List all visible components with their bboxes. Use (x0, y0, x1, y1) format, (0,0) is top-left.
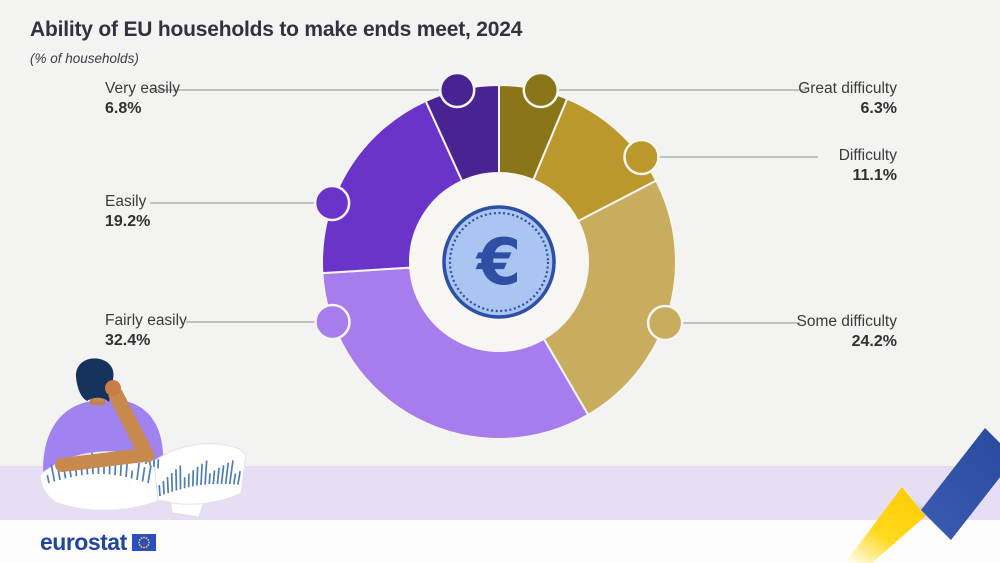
slice-label-value: 24.2% (851, 333, 897, 350)
eu-star (145, 537, 148, 540)
donut-chart: € (150, 71, 818, 440)
slice-label-text: Fairly easily (105, 312, 187, 329)
slice-label-text: Very easily (105, 80, 180, 97)
eu-star (138, 544, 141, 546)
eu-flag-icon (131, 534, 156, 551)
slice-label-value: 6.3% (860, 100, 897, 117)
page-subtitle: (% of households) (30, 51, 139, 66)
eurostat-logo: eurostat (40, 529, 127, 555)
slice-label-text: Great difficulty (798, 80, 897, 97)
slice-label: Easily 19.2% (105, 192, 150, 232)
slice-label-text: Easily (105, 193, 147, 210)
slice-marker-dots (313, 71, 684, 342)
bottom-strip (0, 520, 1000, 563)
eu-star (147, 544, 149, 546)
eu-star (142, 536, 145, 539)
eu-star (140, 545, 143, 548)
slice-label: Some difficulty 24.2% (796, 312, 897, 352)
eu-star (147, 541, 150, 544)
slice-marker-dot (623, 138, 660, 176)
slice-label-value: 6.8% (105, 100, 142, 117)
slice-marker-dot (646, 304, 684, 342)
ribbon-blue-band (921, 428, 1000, 540)
header: Ability of EU households to make ends me… (30, 18, 522, 66)
slice-label: Fairly easily 32.4% (105, 311, 187, 351)
donut-slice (321, 266, 590, 440)
slice-marker-dot (313, 184, 351, 222)
donut-slice (542, 179, 677, 416)
arms (55, 380, 155, 472)
slice-marker-dot (438, 71, 476, 109)
person-reading-newspaper-illustration (39, 358, 247, 518)
hair (75, 358, 114, 402)
eu-star (145, 545, 148, 548)
euro-symbol: € (475, 226, 522, 300)
slice-label-value: 19.2% (105, 213, 151, 230)
slice-marker-dot (522, 71, 560, 109)
slice-label-text: Some difficulty (796, 313, 897, 330)
slice-label-text: Difficulty (838, 147, 897, 164)
eu-star (142, 546, 145, 549)
coin-face (442, 205, 556, 319)
slice-marker-dot (314, 303, 351, 341)
page-title: Ability of EU households to make ends me… (30, 18, 523, 41)
slice-label: Great difficulty 6.3% (798, 79, 897, 119)
leader-lines (150, 89, 818, 324)
eu-star (140, 537, 143, 540)
trend-ribbon-graphic (845, 428, 1000, 563)
eu-star (138, 539, 141, 541)
slice-label: Very easily 6.8% (105, 79, 180, 119)
coin-ridge-ring (448, 211, 550, 313)
slice-label-value: 32.4% (105, 332, 151, 349)
donut-slices (321, 84, 677, 440)
eu-star (147, 539, 149, 541)
slice-label-value: 11.1% (852, 167, 897, 184)
newspaper (39, 443, 247, 518)
ribbon-yellow-band (845, 487, 929, 563)
slice-label: Difficulty 11.1% (839, 146, 897, 186)
eu-star (137, 541, 140, 544)
euro-coin-icon: € (442, 205, 556, 319)
footer: eurostat (40, 529, 156, 556)
